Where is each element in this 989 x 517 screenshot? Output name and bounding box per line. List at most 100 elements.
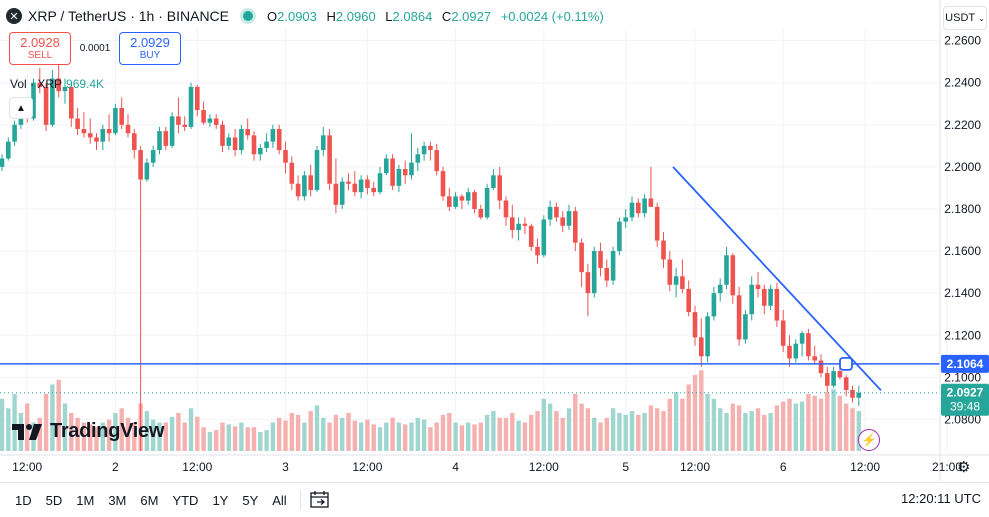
volume-bar	[699, 370, 704, 451]
low-value: 2.0864	[392, 8, 433, 24]
candle-body	[472, 192, 477, 209]
volume-bar	[396, 422, 402, 451]
candle-body	[132, 133, 137, 151]
calendar-icon[interactable]	[309, 490, 331, 510]
settings-icon[interactable]: ⚙	[957, 459, 971, 476]
lightning-icon[interactable]: ⚡	[858, 429, 880, 451]
candle-body	[787, 345, 792, 359]
currency-select[interactable]: USDT ⌄	[943, 6, 987, 30]
range-button-1d[interactable]: 1D	[15, 492, 32, 508]
bottom-toolbar: 1D 5D 1M 3M 6M YTD 1Y 5Y All	[0, 482, 989, 517]
candle-body	[755, 284, 761, 289]
time-tick-label: 21:00	[932, 460, 962, 474]
range-button-1y[interactable]: 1Y	[212, 492, 229, 508]
candle-body	[654, 206, 660, 241]
candle-body	[528, 225, 534, 247]
price-tick-label: 2.1800	[944, 202, 981, 216]
price-tick-label: 2.1000	[944, 370, 981, 384]
symbol-title[interactable]: XRP / TetherUS · 1h · BINANCE	[28, 8, 229, 24]
volume-bar	[459, 425, 465, 451]
candle-body	[182, 124, 187, 127]
chart-lines	[0, 166, 940, 394]
candle-body	[818, 360, 824, 374]
volume-bar	[245, 427, 250, 451]
candle-body	[793, 343, 799, 359]
candle-body	[711, 293, 717, 317]
price-tick-label: 2.2600	[944, 34, 981, 48]
range-button-ytd[interactable]: YTD	[172, 492, 199, 508]
candle-body	[157, 131, 162, 151]
volume-bar	[81, 422, 87, 451]
candle-body	[730, 255, 736, 296]
volume-bar	[0, 398, 5, 451]
market-status-icon[interactable]	[243, 11, 253, 21]
candle-body	[113, 107, 118, 134]
volume-bar	[585, 408, 591, 451]
volume-bar	[749, 411, 754, 451]
candle-body	[806, 333, 811, 357]
volume-bar	[510, 413, 515, 451]
chevron-down-icon: ⌄	[978, 13, 985, 23]
volume-bar	[69, 413, 74, 451]
range-button-3m[interactable]: 3M	[108, 492, 127, 508]
volume-bar	[535, 411, 540, 451]
candle-body	[736, 295, 742, 340]
candle-body	[453, 196, 458, 207]
volume-bar	[94, 427, 99, 451]
candle-body	[604, 267, 610, 281]
tradingview-logo-icon	[12, 423, 42, 440]
volume-bar	[113, 413, 118, 451]
candle-body	[510, 217, 515, 231]
candle-body	[365, 179, 370, 188]
candle-body	[339, 181, 345, 205]
volume-bar	[478, 422, 483, 451]
volume-bar	[195, 416, 200, 451]
candle-body	[220, 124, 225, 146]
tradingview-logo[interactable]: TradingView	[12, 420, 164, 443]
volume-bar	[182, 422, 187, 451]
candle-body	[201, 110, 206, 123]
candle-body	[717, 284, 723, 294]
candle-body	[825, 373, 830, 386]
candle-body	[295, 183, 301, 197]
range-button-all[interactable]: All	[272, 492, 287, 508]
candle-body	[673, 276, 679, 285]
range-button-6m[interactable]: 6M	[140, 492, 159, 508]
volume-bar	[573, 394, 578, 451]
candle-body	[12, 124, 17, 142]
candle-body	[62, 86, 68, 92]
current-price-badge	[941, 383, 989, 416]
range-button-5d[interactable]: 5D	[45, 492, 63, 508]
range-button-1m[interactable]: 1M	[76, 492, 95, 508]
volume-legend[interactable]: Vol · XRP 969.4K	[10, 77, 105, 91]
volume-bar	[491, 411, 496, 451]
volume-bar	[762, 414, 767, 451]
candle-body	[81, 129, 87, 134]
range-button-5y[interactable]: 5Y	[242, 492, 259, 508]
volume-bar	[642, 413, 647, 451]
buy-button[interactable]: 2.0929 BUY	[119, 32, 181, 65]
volume-bar	[207, 432, 213, 451]
open-value: 2.0903	[277, 8, 317, 24]
volume-bar	[88, 424, 93, 451]
candle-body	[390, 158, 395, 186]
volume-bar	[409, 422, 414, 451]
volume-bar	[579, 403, 584, 451]
volume-bar	[302, 422, 307, 451]
time-tick-label: 4	[452, 460, 459, 474]
symbol-header: ✕ XRP / TetherUS · 1h · BINANCE O2.0903 …	[6, 5, 610, 27]
candle-body	[667, 259, 673, 285]
candle-body	[503, 200, 509, 218]
volume-bars	[0, 370, 861, 451]
utc-clock[interactable]: 12:20:11 UTC	[901, 491, 981, 506]
volume-bar	[421, 419, 427, 451]
candle-body	[459, 196, 465, 201]
price-axis: 2.2600 2.2400 2.2200 2.2000 2.1800 2.1600 2.14…	[941, 34, 989, 426]
sell-button[interactable]: 2.0928 SELL	[9, 32, 71, 65]
collapse-legend-button[interactable]: ▲	[9, 97, 33, 119]
candle-body	[837, 371, 843, 378]
trendline	[672, 166, 882, 392]
candle-body	[258, 147, 263, 155]
candle-body	[831, 371, 836, 386]
